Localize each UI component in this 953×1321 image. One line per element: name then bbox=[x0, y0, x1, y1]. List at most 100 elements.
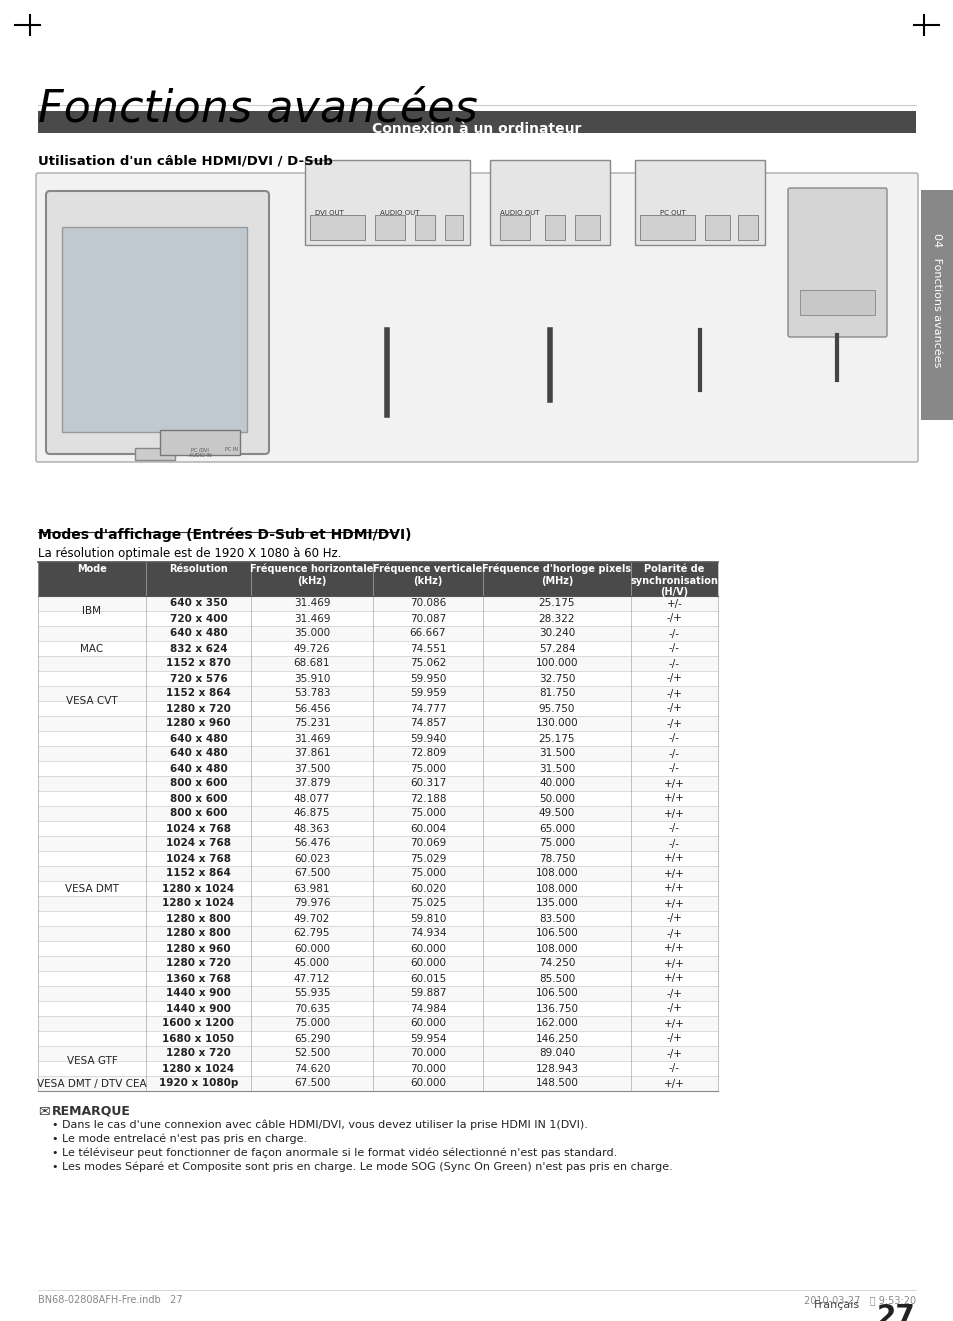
Bar bbox=[38, 1030, 718, 1046]
Text: 48.363: 48.363 bbox=[294, 823, 330, 834]
Text: 72.809: 72.809 bbox=[410, 749, 446, 758]
Text: 31.469: 31.469 bbox=[294, 598, 330, 609]
Bar bbox=[490, 160, 609, 244]
Text: 108.000: 108.000 bbox=[536, 868, 578, 878]
Text: 31.500: 31.500 bbox=[538, 749, 575, 758]
Text: 60.317: 60.317 bbox=[410, 778, 446, 789]
Text: 75.025: 75.025 bbox=[410, 898, 446, 909]
Text: 1280 x 720: 1280 x 720 bbox=[166, 959, 231, 968]
Text: 1280 x 720: 1280 x 720 bbox=[166, 704, 231, 713]
Text: Utilisation d'un câble HDMI/DVI / D-Sub: Utilisation d'un câble HDMI/DVI / D-Sub bbox=[38, 155, 333, 168]
Text: 162.000: 162.000 bbox=[535, 1018, 578, 1029]
Text: 75.000: 75.000 bbox=[538, 839, 575, 848]
Text: VESA GTF: VESA GTF bbox=[67, 1055, 117, 1066]
Text: 59.887: 59.887 bbox=[410, 988, 446, 999]
Bar bbox=[38, 956, 718, 971]
Text: 79.976: 79.976 bbox=[294, 898, 330, 909]
Text: 640 x 350: 640 x 350 bbox=[170, 598, 227, 609]
Text: 832 x 624: 832 x 624 bbox=[170, 643, 227, 654]
Text: 59.940: 59.940 bbox=[410, 733, 446, 744]
Text: -/-: -/- bbox=[668, 1063, 679, 1074]
Text: 800 x 600: 800 x 600 bbox=[170, 808, 227, 819]
Text: -/+: -/+ bbox=[666, 988, 681, 999]
Bar bbox=[38, 836, 718, 851]
Text: 70.069: 70.069 bbox=[410, 839, 446, 848]
Text: -/+: -/+ bbox=[666, 704, 681, 713]
Text: 65.000: 65.000 bbox=[538, 823, 575, 834]
Text: 78.750: 78.750 bbox=[538, 853, 575, 864]
Bar bbox=[38, 111, 915, 133]
Text: 1024 x 768: 1024 x 768 bbox=[166, 839, 231, 848]
Text: -/-: -/- bbox=[668, 749, 679, 758]
Bar bbox=[62, 227, 247, 432]
Text: 59.954: 59.954 bbox=[410, 1033, 446, 1044]
Bar bbox=[444, 215, 462, 240]
Bar bbox=[375, 215, 405, 240]
Text: 1152 x 864: 1152 x 864 bbox=[166, 688, 231, 699]
Text: 48.077: 48.077 bbox=[294, 794, 330, 803]
Text: -/+: -/+ bbox=[666, 613, 681, 624]
Text: 57.284: 57.284 bbox=[538, 643, 575, 654]
Text: 65.290: 65.290 bbox=[294, 1033, 330, 1044]
Text: 75.062: 75.062 bbox=[410, 658, 446, 668]
Text: 75.000: 75.000 bbox=[410, 808, 446, 819]
Text: 106.500: 106.500 bbox=[535, 988, 578, 999]
Text: 70.087: 70.087 bbox=[410, 613, 446, 624]
Text: 1280 x 720: 1280 x 720 bbox=[166, 1049, 231, 1058]
Bar bbox=[38, 881, 718, 896]
Bar bbox=[38, 761, 718, 775]
Text: 74.620: 74.620 bbox=[294, 1063, 330, 1074]
Text: 108.000: 108.000 bbox=[536, 884, 578, 893]
Text: Français: Français bbox=[813, 1300, 859, 1310]
Text: 27: 27 bbox=[877, 1303, 915, 1321]
Text: 1360 x 768: 1360 x 768 bbox=[166, 974, 231, 984]
Text: -/+: -/+ bbox=[666, 1033, 681, 1044]
Text: 95.750: 95.750 bbox=[538, 704, 575, 713]
Text: 67.500: 67.500 bbox=[294, 868, 330, 878]
Bar bbox=[38, 851, 718, 867]
Text: Fréquence horizontale
(kHz): Fréquence horizontale (kHz) bbox=[250, 564, 374, 587]
Text: 720 x 576: 720 x 576 bbox=[170, 674, 227, 683]
Text: Fréquence d'horloge pixels
(MHz): Fréquence d'horloge pixels (MHz) bbox=[482, 564, 631, 587]
Text: • Le téléviseur peut fonctionner de façon anormale si le format vidéo sélectionn: • Le téléviseur peut fonctionner de faço… bbox=[52, 1148, 617, 1159]
Text: 53.783: 53.783 bbox=[294, 688, 330, 699]
Text: -/-: -/- bbox=[668, 658, 679, 668]
Text: 75.000: 75.000 bbox=[410, 868, 446, 878]
Bar bbox=[38, 791, 718, 806]
Bar bbox=[38, 626, 718, 641]
Text: 49.726: 49.726 bbox=[294, 643, 330, 654]
Text: 74.984: 74.984 bbox=[410, 1004, 446, 1013]
Text: 60.000: 60.000 bbox=[294, 943, 330, 954]
Text: 47.712: 47.712 bbox=[294, 974, 330, 984]
Text: +/+: +/+ bbox=[663, 943, 684, 954]
Text: 640 x 480: 640 x 480 bbox=[170, 764, 227, 774]
Text: 72.188: 72.188 bbox=[410, 794, 446, 803]
Text: +/+: +/+ bbox=[663, 868, 684, 878]
Text: REMARQUE: REMARQUE bbox=[52, 1104, 131, 1118]
Text: 75.231: 75.231 bbox=[294, 719, 330, 728]
Text: 1024 x 768: 1024 x 768 bbox=[166, 823, 231, 834]
Text: 25.175: 25.175 bbox=[538, 598, 575, 609]
Text: 640 x 480: 640 x 480 bbox=[170, 749, 227, 758]
Text: 45.000: 45.000 bbox=[294, 959, 330, 968]
Text: 60.000: 60.000 bbox=[410, 943, 446, 954]
Text: 49.702: 49.702 bbox=[294, 914, 330, 923]
Bar bbox=[38, 701, 718, 716]
Text: -/-: -/- bbox=[668, 823, 679, 834]
Text: +/+: +/+ bbox=[663, 808, 684, 819]
Text: Polarité de
synchronisation
(H/V): Polarité de synchronisation (H/V) bbox=[630, 564, 718, 597]
FancyBboxPatch shape bbox=[36, 173, 917, 462]
Text: 1280 x 1024: 1280 x 1024 bbox=[162, 1063, 234, 1074]
Text: -/-: -/- bbox=[668, 764, 679, 774]
Text: 75.000: 75.000 bbox=[410, 764, 446, 774]
Text: 106.500: 106.500 bbox=[535, 929, 578, 938]
Bar bbox=[38, 1046, 718, 1061]
Text: ✉: ✉ bbox=[38, 1104, 50, 1119]
Bar bbox=[160, 431, 240, 454]
Text: 28.322: 28.322 bbox=[538, 613, 575, 624]
Bar bbox=[38, 716, 718, 731]
Bar bbox=[38, 911, 718, 926]
Text: VESA CVT: VESA CVT bbox=[66, 696, 117, 705]
Text: 1680 x 1050: 1680 x 1050 bbox=[162, 1033, 234, 1044]
Text: +/+: +/+ bbox=[663, 1078, 684, 1089]
